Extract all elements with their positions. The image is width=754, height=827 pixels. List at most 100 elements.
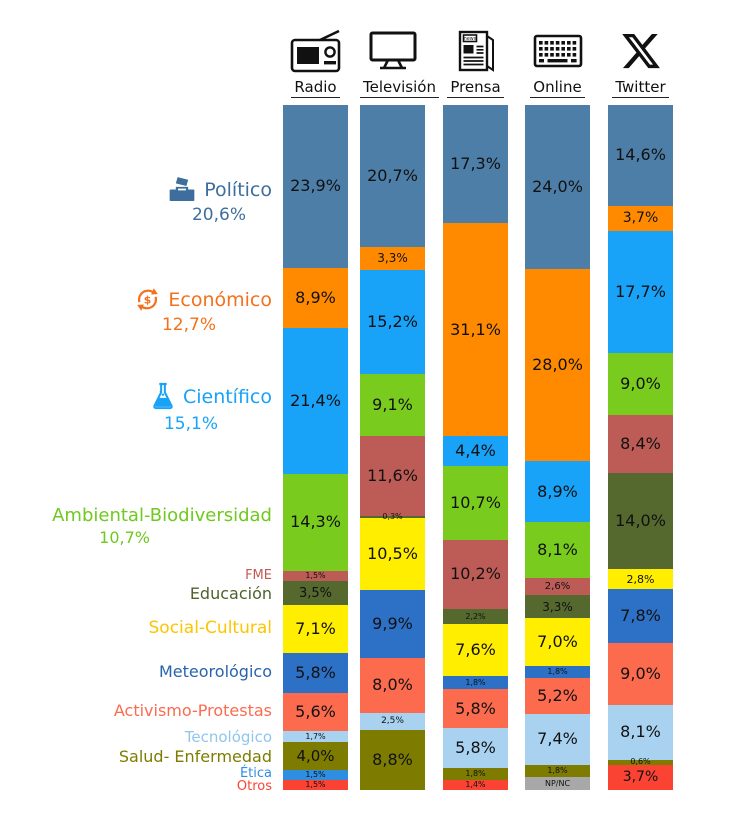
segment-label: 2,2% xyxy=(465,611,486,621)
segment-label: 8,9% xyxy=(295,287,336,307)
segment-label: 1,7% xyxy=(305,731,326,741)
segment-label: 7,6% xyxy=(455,640,496,660)
column-header-twitter: Twitter xyxy=(608,28,673,98)
column-header-prensa: news Prensa xyxy=(443,28,508,98)
column-label-online: Online xyxy=(530,78,585,98)
segment: 8,0% xyxy=(360,657,425,713)
segment: 8,1% xyxy=(608,704,673,761)
segment-label: 0,3% xyxy=(382,511,403,521)
segment: 2,2% xyxy=(443,609,508,625)
x-icon xyxy=(621,33,660,69)
segment: 14,0% xyxy=(608,473,673,570)
segment: 0,6% xyxy=(608,757,673,767)
category-label-politico: Político 20,6% xyxy=(167,176,272,225)
segment-label: 1,8% xyxy=(465,677,486,687)
segment: 3,3% xyxy=(525,595,590,619)
category-name: Ambiental-Biodiversidad xyxy=(52,505,272,526)
segment: 14,6% xyxy=(608,105,673,206)
category-average: 15,1% xyxy=(163,414,218,434)
segment-label: NP/NC xyxy=(544,778,571,788)
segment-label: 17,7% xyxy=(615,282,666,302)
segment: 17,7% xyxy=(608,231,673,354)
segment-label: 1,4% xyxy=(465,780,486,790)
ballot-box-icon xyxy=(169,177,195,201)
segment-label: 10,7% xyxy=(450,492,501,512)
segment: 4,4% xyxy=(443,436,508,467)
segment: 17,3% xyxy=(443,105,508,224)
segment: 5,8% xyxy=(443,728,508,769)
segment-label: 14,3% xyxy=(290,512,341,532)
segment-label: 0,6% xyxy=(630,757,651,767)
segment: 3,7% xyxy=(608,205,673,232)
segment: 8,9% xyxy=(525,461,590,523)
flask-icon xyxy=(153,382,173,410)
segment-label: 4,4% xyxy=(455,441,496,461)
segment-label: 10,5% xyxy=(367,543,418,563)
segment-label: 8,1% xyxy=(620,722,661,742)
segment-label: 17,3% xyxy=(450,154,501,174)
segment: 1,5% xyxy=(283,779,348,791)
segment-label: 1,8% xyxy=(465,769,486,779)
column-header-television: Televisión xyxy=(360,28,439,98)
segment: 23,9% xyxy=(283,105,348,268)
segment-label: 11,6% xyxy=(367,465,418,485)
category-label-otros: Otros xyxy=(237,779,272,794)
segment-label: 2,5% xyxy=(381,715,404,726)
segment-label: 1,8% xyxy=(547,667,568,677)
bar-online: 24,0% 28,0% 8,9% 8,1% 2,6% 3,3% 7,0% 1,8% 5,2% 7,… xyxy=(525,105,590,791)
category-name: FME xyxy=(245,568,272,583)
segment-label: 2,6% xyxy=(544,580,571,592)
segment: 1,8% xyxy=(525,666,590,679)
segment-label: 1,5% xyxy=(305,769,326,779)
segment-label: 7,4% xyxy=(537,729,578,749)
column-label-twitter: Twitter xyxy=(612,78,669,98)
column-header-radio: Radio xyxy=(283,28,348,98)
segment-label: 1,5% xyxy=(305,779,326,789)
category-name: Tecnológico xyxy=(184,728,272,746)
segment: 9,0% xyxy=(608,642,673,705)
segment: 1,7% xyxy=(283,730,348,743)
segment: 8,8% xyxy=(360,729,425,791)
segment: 5,6% xyxy=(283,692,348,731)
segment-label: 21,4% xyxy=(290,390,341,410)
segment-label: 9,0% xyxy=(620,374,661,394)
category-name: Ética xyxy=(239,766,272,781)
category-name: Meteorológico xyxy=(159,662,272,681)
category-label-salud: Salud- Enfermedad xyxy=(119,747,272,766)
category-label-etica: Ética xyxy=(240,766,272,781)
segment: 1,8% xyxy=(443,676,508,689)
category-name: Político xyxy=(204,178,272,201)
segment: 10,5% xyxy=(360,517,425,590)
segment: 7,1% xyxy=(283,605,348,654)
segment-label: 9,9% xyxy=(372,613,413,633)
segment-label: 5,6% xyxy=(295,701,336,721)
category-label-meteorologico: Meteorológico xyxy=(159,662,272,681)
segment: 2,6% xyxy=(525,577,590,596)
segment: 9,0% xyxy=(608,353,673,416)
segment-label: 3,7% xyxy=(622,210,659,227)
keyboard-icon xyxy=(533,34,582,68)
segment: 31,1% xyxy=(443,223,508,437)
segment: 0,3% xyxy=(360,511,425,521)
category-label-activismo: Activismo-Protestas xyxy=(114,701,272,720)
segment-label: 14,6% xyxy=(615,145,666,165)
segment: 3,3% xyxy=(360,246,425,270)
segment: 24,0% xyxy=(525,105,590,270)
segment-label: 5,8% xyxy=(455,698,496,718)
segment: 7,8% xyxy=(608,588,673,643)
segment-label: 8,8% xyxy=(372,749,413,769)
category-name: Educación xyxy=(189,584,272,603)
segment-label: 9,1% xyxy=(372,394,413,414)
segment: 28,0% xyxy=(525,269,590,462)
segment: 8,1% xyxy=(525,522,590,578)
segment: 5,8% xyxy=(283,653,348,693)
column-header-online: Online xyxy=(525,28,590,98)
segment-label: 15,2% xyxy=(367,311,418,331)
segment: 7,6% xyxy=(443,624,508,677)
segment-label: 5,2% xyxy=(537,686,578,706)
category-average: 10,7% xyxy=(99,528,150,547)
category-label-educacion: Educación xyxy=(190,584,272,603)
category-average: 20,6% xyxy=(191,205,246,225)
segment-label: 14,0% xyxy=(615,511,666,531)
segment: 7,0% xyxy=(525,618,590,667)
